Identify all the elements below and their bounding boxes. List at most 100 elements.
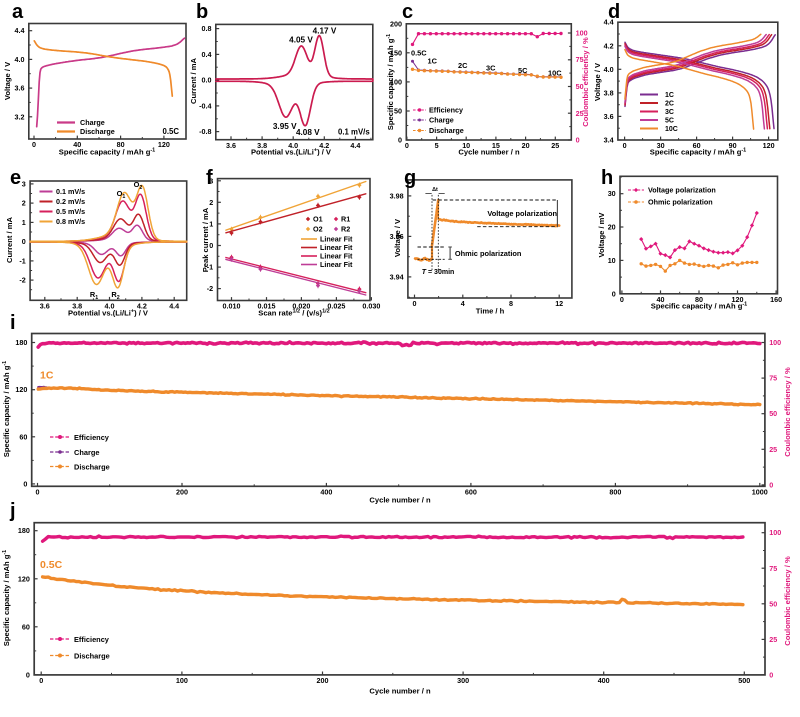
svg-text:0: 0 [26,670,30,679]
svg-text:0.1 mV/s: 0.1 mV/s [56,187,85,196]
svg-text:4.17 V: 4.17 V [313,27,337,36]
svg-text:Charge: Charge [74,448,99,457]
svg-text:25: 25 [551,141,559,150]
svg-text:0.020: 0.020 [292,302,310,311]
svg-text:10C: 10C [548,69,562,78]
svg-text:g: g [404,167,416,189]
svg-text:25: 25 [576,109,584,118]
svg-text:0.4: 0.4 [202,50,212,59]
svg-text:8: 8 [509,299,513,308]
svg-text:b: b [196,1,208,23]
svg-text:0: 0 [36,488,40,497]
svg-text:O2: O2 [313,225,323,234]
svg-text:Linear Fit: Linear Fit [320,243,353,252]
svg-text:Efficiency: Efficiency [429,106,463,115]
svg-text:Coulombic efficiency / %: Coulombic efficiency / % [783,556,792,646]
svg-text:Discharge: Discharge [429,126,464,135]
svg-text:Specific capacity / mAh g-1: Specific capacity / mAh g-1 [651,302,747,311]
svg-text:100: 100 [769,528,781,537]
svg-text:-2: -2 [19,276,25,285]
svg-text:Coulombic efficiency / %: Coulombic efficiency / % [783,367,792,457]
svg-text:20: 20 [608,223,616,232]
svg-text:3.95 V: 3.95 V [273,122,297,131]
svg-text:0.015: 0.015 [258,302,276,311]
svg-text:4.0: 4.0 [288,141,298,150]
svg-text:5C: 5C [665,118,674,125]
svg-text:100: 100 [176,676,188,685]
svg-text:4.08 V: 4.08 V [296,128,320,137]
svg-text:180: 180 [18,526,30,535]
svg-text:3.4: 3.4 [604,136,614,145]
svg-text:Voltage / V: Voltage / V [393,218,402,257]
svg-text:500: 500 [738,676,750,685]
svg-text:120: 120 [763,141,775,150]
svg-text:1000: 1000 [752,488,768,497]
svg-text:50: 50 [576,82,584,91]
svg-text:4.0: 4.0 [105,302,115,311]
svg-text:10: 10 [608,256,616,265]
svg-text:0: 0 [612,289,616,298]
svg-text:30: 30 [608,189,616,198]
svg-text:200: 200 [390,19,402,28]
svg-text:0: 0 [209,241,213,250]
svg-text:O1: O1 [117,189,126,200]
svg-text:Linear Fit: Linear Fit [320,260,353,269]
svg-text:300: 300 [457,676,469,685]
svg-text:10: 10 [462,141,470,150]
svg-text:4.05 V: 4.05 V [289,36,313,45]
svg-text:Discharge: Discharge [80,127,115,136]
svg-text:3.96: 3.96 [390,232,404,241]
svg-text:80: 80 [117,140,125,149]
svg-text:c: c [402,1,413,23]
svg-text:Voltage polarization: Voltage polarization [648,186,716,195]
svg-text:0.8: 0.8 [202,24,212,33]
svg-text:10C: 10C [665,126,678,133]
svg-text:0.0: 0.0 [202,76,212,85]
svg-text:Charge: Charge [429,116,454,125]
svg-text:O1: O1 [313,215,323,224]
svg-text:Δt: Δt [432,187,438,193]
svg-text:a: a [12,1,24,23]
svg-text:3.98: 3.98 [390,191,404,200]
svg-text:4.0: 4.0 [15,55,25,64]
svg-text:200: 200 [176,488,188,497]
svg-text:1C: 1C [40,370,54,382]
svg-text:0.5C: 0.5C [40,559,63,571]
svg-text:20: 20 [522,141,530,150]
svg-text:600: 600 [465,488,477,497]
svg-text:Ohmic polarization: Ohmic polarization [455,249,522,258]
svg-text:150: 150 [390,48,402,57]
svg-text:2C: 2C [458,61,468,70]
svg-text:120: 120 [15,385,27,394]
svg-text:60: 60 [19,432,27,441]
svg-text:Discharge: Discharge [74,462,110,471]
svg-text:25: 25 [769,445,777,454]
svg-text:T = 30min: T = 30min [422,269,455,276]
svg-text:25: 25 [769,635,777,644]
svg-text:400: 400 [320,488,332,497]
svg-text:50: 50 [769,409,777,418]
svg-text:f: f [206,167,213,189]
svg-text:-2: -2 [207,284,213,293]
svg-text:4: 4 [461,299,465,308]
svg-text:0.010: 0.010 [223,302,241,311]
svg-text:40: 40 [73,140,81,149]
svg-text:60: 60 [693,141,701,150]
svg-text:d: d [608,1,620,23]
svg-text:Peak current / mA: Peak current / mA [201,207,210,272]
svg-text:180: 180 [15,338,27,347]
svg-text:120: 120 [158,140,170,149]
svg-text:3.8: 3.8 [257,141,267,150]
svg-text:0.5C: 0.5C [163,127,180,136]
svg-text:100: 100 [576,29,588,38]
svg-text:90: 90 [729,141,737,150]
svg-text:4.2: 4.2 [604,41,614,50]
svg-text:3.8: 3.8 [604,88,614,97]
svg-text:0.5C: 0.5C [411,49,427,58]
svg-text:e: e [10,167,21,189]
svg-text:h: h [601,167,613,189]
svg-text:0.5 mV/s: 0.5 mV/s [56,207,85,216]
svg-text:Charge: Charge [80,118,105,127]
svg-text:Discharge: Discharge [74,651,110,660]
svg-text:4.2: 4.2 [137,302,147,311]
